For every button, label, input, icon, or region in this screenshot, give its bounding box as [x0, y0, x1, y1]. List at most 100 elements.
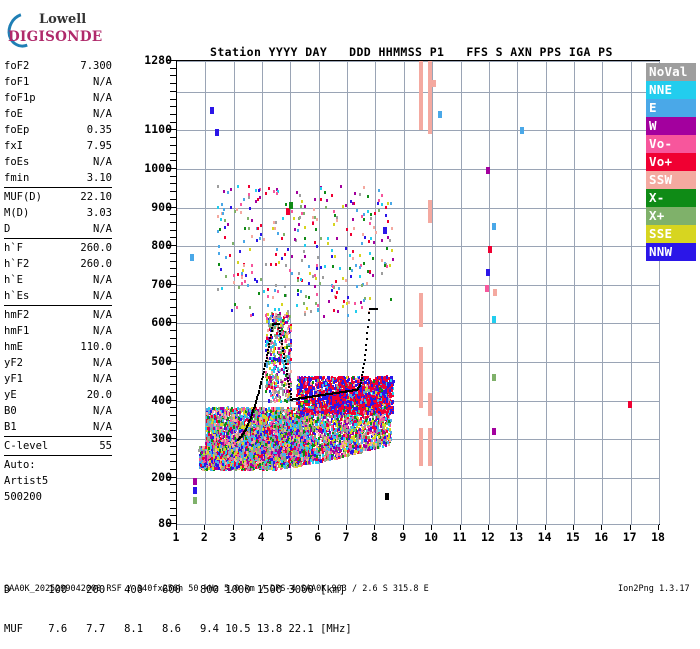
echo-point	[337, 433, 340, 437]
gridline-vertical	[659, 61, 660, 524]
gridline-vertical	[602, 61, 603, 524]
echo-point	[382, 417, 385, 421]
gridline-vertical	[404, 61, 405, 524]
param-value: 260.0	[80, 242, 112, 254]
echo-point	[376, 441, 379, 445]
echo-point	[314, 413, 317, 417]
echo-point	[352, 450, 355, 454]
param-row-hme: hmE 110.0	[4, 339, 112, 355]
param-key: yF2	[4, 357, 23, 369]
echo-point	[293, 464, 296, 468]
gridline-vertical	[262, 61, 263, 524]
echo-point	[316, 420, 319, 423]
param-key: hmF2	[4, 309, 30, 321]
echo-point	[355, 450, 358, 454]
param-value: N/A	[93, 108, 112, 120]
gridline-vertical	[290, 61, 291, 524]
param-key: foEs	[4, 156, 30, 168]
param-value: 3.10	[86, 172, 112, 184]
echo-point	[292, 464, 294, 468]
param-key: M(D)	[4, 207, 30, 219]
echo-point	[316, 422, 318, 426]
echo-point	[238, 464, 241, 468]
echo-point	[366, 424, 369, 428]
param-row-mufd: MUF(D) 22.10	[4, 189, 112, 205]
echo-point	[377, 415, 380, 419]
param-value: 20.0	[86, 389, 112, 401]
gridline-horizontal	[177, 478, 659, 479]
param-value: N/A	[93, 274, 112, 286]
echo-point	[324, 458, 327, 462]
echo-point	[344, 417, 347, 421]
param-value: N/A	[93, 421, 112, 433]
param-row-d: D N/A	[4, 221, 112, 237]
param-key: B1	[4, 421, 17, 433]
gridline-horizontal	[177, 130, 659, 131]
echo-point	[381, 425, 384, 429]
param-row-hf2: h`F2 260.0	[4, 256, 112, 272]
param-key: foF2	[4, 60, 30, 72]
echo-point	[388, 398, 391, 402]
param-key: C-level	[4, 440, 49, 452]
param-row-hf: h`F 260.0	[4, 240, 112, 256]
echo-point	[345, 432, 348, 436]
echo-point	[335, 434, 338, 438]
echo-point	[332, 434, 335, 438]
echo-point	[341, 430, 343, 434]
gridline-vertical	[517, 61, 518, 524]
param-key: MUF(D)	[4, 191, 42, 203]
echo-point	[379, 421, 381, 425]
ionogram-plot-area[interactable]	[176, 60, 660, 525]
echo-point	[371, 437, 374, 441]
echo-point	[381, 438, 384, 442]
echo-point	[354, 423, 357, 427]
echo-point	[374, 439, 377, 443]
echo-point	[319, 444, 322, 448]
echo-point	[275, 463, 278, 467]
echo-point	[349, 421, 352, 425]
param-divider	[4, 305, 112, 306]
gridline-horizontal	[177, 285, 659, 286]
param-value: N/A	[93, 309, 112, 321]
gridline-vertical	[546, 61, 547, 524]
echo-point	[348, 438, 351, 442]
gridline-horizontal	[177, 246, 659, 247]
echo-point	[349, 435, 352, 439]
param-row-yf1: yF1 N/A	[4, 371, 112, 387]
logo-brand-bottom: DIGISONDE	[8, 29, 103, 45]
echo-point	[344, 437, 347, 441]
param-key: foF1	[4, 76, 30, 88]
echo-point	[359, 416, 362, 420]
param-row-foes: foEs N/A	[4, 154, 112, 170]
echo-point	[346, 424, 349, 428]
gridline-vertical	[205, 61, 206, 524]
echo-point	[370, 431, 373, 435]
param-row-b1: B1 N/A	[4, 419, 112, 435]
echo-point	[367, 432, 370, 436]
echo-point	[373, 435, 376, 439]
param-row-hes: h`Es N/A	[4, 288, 112, 304]
echo-point	[346, 449, 349, 453]
param-key: foF1p	[4, 92, 36, 104]
echo-point	[334, 440, 336, 444]
echo-point	[348, 448, 351, 452]
gridline-horizontal	[177, 61, 659, 62]
param-value: N/A	[93, 156, 112, 168]
param-row-he: h`E N/A	[4, 272, 112, 288]
gridline-vertical	[432, 61, 433, 524]
param-value: N/A	[93, 92, 112, 104]
echo-point	[342, 436, 345, 440]
param-row-md: M(D) 3.03	[4, 205, 112, 221]
param-row-hmf2: hmF2 N/A	[4, 307, 112, 323]
param-value: 55	[99, 440, 112, 452]
echo-point	[374, 443, 377, 447]
echo-point	[340, 414, 343, 418]
param-key: yF1	[4, 373, 23, 385]
gridline-vertical	[489, 61, 490, 524]
param-value: N/A	[93, 373, 112, 385]
echo-point	[382, 444, 384, 448]
param-key: foE	[4, 108, 23, 120]
param-key: h`E	[4, 274, 23, 286]
param-row-fmin: fmin 3.10	[4, 170, 112, 186]
param-value: N/A	[93, 76, 112, 88]
